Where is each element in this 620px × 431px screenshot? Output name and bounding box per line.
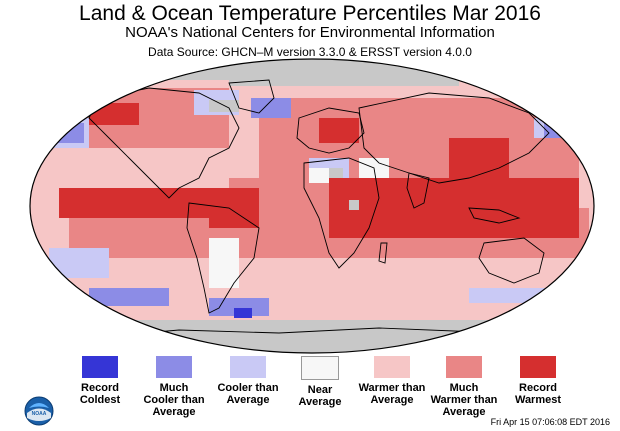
world-map (29, 58, 595, 354)
legend-label: Record Warmest (514, 382, 562, 406)
coastline-indonesia (468, 207, 521, 224)
legend-label: Much Warmer than Average (430, 382, 498, 418)
noaa-logo: NOAA (24, 396, 54, 426)
legend-item-cooler: Cooler than Average (208, 356, 288, 406)
region-record-warmest (59, 188, 209, 218)
legend-swatch (156, 356, 192, 378)
coastline-madagascar (378, 242, 388, 264)
legend-item-record-warmest: Record Warmest (498, 356, 578, 406)
coastline-india (406, 172, 430, 209)
world-map-svg (29, 58, 595, 354)
region-much-cooler (89, 288, 169, 306)
svg-text:NOAA: NOAA (32, 411, 47, 417)
region-much-cooler (544, 123, 584, 138)
region-record-warmest (89, 103, 139, 125)
legend-swatch (230, 356, 266, 378)
land-no-data (329, 168, 343, 178)
region-near-average (209, 238, 239, 288)
region-record-warmest (319, 118, 359, 143)
legend-item-record-coldest: Record Coldest (60, 356, 140, 406)
legend-label: Record Coldest (79, 382, 121, 406)
legend-swatch (374, 356, 410, 378)
legend-swatch (301, 356, 339, 380)
timestamp: Fri Apr 15 07:06:08 EDT 2016 (490, 417, 610, 427)
legend-label: Warmer than Average (358, 382, 426, 406)
coastline-europe (296, 107, 365, 154)
legend-label: Near Average (298, 384, 342, 408)
legend-item-near-average: Near Average (280, 356, 360, 408)
region-record-warmest (209, 188, 259, 228)
legend-swatch (520, 356, 556, 378)
legend-label: Cooler than Average (217, 382, 279, 406)
region-much-warmer (259, 98, 579, 188)
legend-item-much-warmer: Much Warmer than Average (424, 356, 504, 418)
coastline-south-america (186, 202, 260, 314)
map-title: Land & Ocean Temperature Percentiles Mar… (79, 2, 541, 25)
legend-swatch (446, 356, 482, 378)
coastline-asia (358, 92, 550, 184)
coastline-greenland (228, 79, 275, 114)
arctic-no-data (229, 68, 459, 86)
legend-label: Much Cooler than Average (143, 382, 205, 418)
land-no-data (349, 200, 359, 210)
region-much-cooler (209, 298, 269, 316)
legend-item-warmer: Warmer than Average (352, 356, 432, 406)
noaa-logo-icon: NOAA (24, 396, 54, 426)
antarctic-no-data (30, 320, 594, 353)
coastline-africa (303, 157, 380, 269)
region-much-cooler (251, 98, 291, 118)
coastline-australia (478, 237, 545, 284)
legend-item-much-cooler: Much Cooler than Average (134, 356, 214, 418)
region-record-warmest (449, 138, 509, 178)
map-subtitle: NOAA's National Centers for Environmenta… (125, 24, 495, 41)
coastline-north-america (88, 87, 240, 199)
data-source-note: Data Source: GHCN–M version 3.3.0 & ERSS… (148, 45, 472, 59)
region-record-warmest (529, 208, 579, 238)
legend-swatch (82, 356, 118, 378)
region-near-average (309, 168, 329, 183)
region-record-coldest (234, 308, 252, 318)
map-border (29, 58, 595, 354)
region-much-cooler (44, 123, 84, 143)
region-cooler (469, 288, 559, 303)
region-cooler (49, 248, 109, 278)
